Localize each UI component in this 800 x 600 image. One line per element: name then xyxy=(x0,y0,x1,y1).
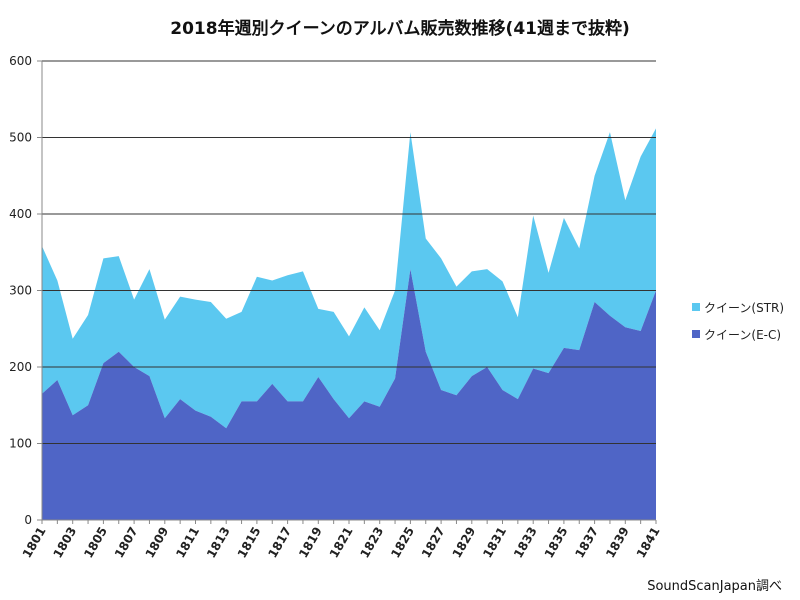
y-tick-label: 100 xyxy=(9,437,32,451)
chart-title: 2018年週別クイーンのアルバム販売数推移(41週まで抜粋) xyxy=(170,19,630,39)
area-series-0 xyxy=(42,269,656,520)
x-tick-label: 1827 xyxy=(419,525,448,561)
x-tick-label: 1819 xyxy=(296,525,325,561)
x-tick-label: 1821 xyxy=(327,525,356,561)
y-tick-label: 500 xyxy=(9,131,32,145)
x-tick-label: 1805 xyxy=(81,525,110,561)
x-tick-label: 1841 xyxy=(634,525,663,561)
y-tick-label: 400 xyxy=(9,207,32,221)
legend-swatch xyxy=(692,330,700,338)
x-tick-label: 1823 xyxy=(357,525,386,561)
x-tick-label: 1837 xyxy=(572,525,601,561)
x-tick-label: 1813 xyxy=(204,525,233,561)
x-tick-label: 1803 xyxy=(50,525,79,561)
x-tick-label: 1835 xyxy=(542,525,571,561)
x-tick-label: 1809 xyxy=(143,525,172,561)
y-tick-label: 300 xyxy=(9,284,32,298)
y-tick-label: 0 xyxy=(24,513,32,527)
x-tick-label: 1839 xyxy=(603,525,632,561)
area-series-1 xyxy=(42,128,656,429)
legend-label: クイーン(E-C) xyxy=(704,328,781,342)
x-tick-label: 1815 xyxy=(235,525,264,561)
x-tick-label: 1825 xyxy=(388,525,417,561)
source-note: SoundScanJapan調べ xyxy=(647,579,782,594)
x-tick-label: 1831 xyxy=(480,525,509,561)
x-tick-label: 1817 xyxy=(265,525,294,561)
legend-label: クイーン(STR) xyxy=(704,301,784,315)
y-tick-label: 200 xyxy=(9,360,32,374)
x-tick-label: 1811 xyxy=(173,525,202,561)
x-tick-label: 1801 xyxy=(20,525,49,561)
x-tick-label: 1807 xyxy=(112,525,141,561)
y-tick-label: 600 xyxy=(9,54,32,68)
x-tick-label: 1829 xyxy=(450,525,479,561)
x-tick-label: 1833 xyxy=(511,525,540,561)
legend-swatch xyxy=(692,303,700,311)
